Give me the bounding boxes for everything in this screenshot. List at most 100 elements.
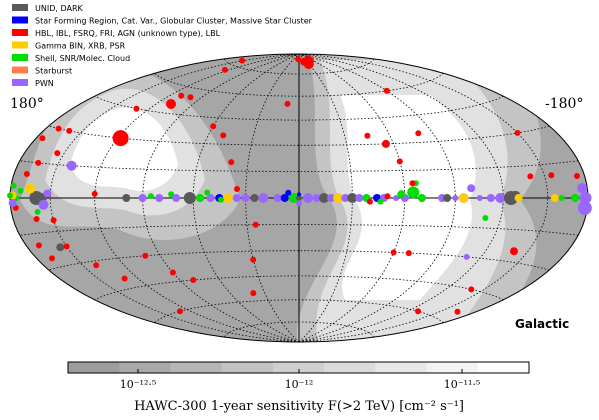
source-marker <box>452 195 459 201</box>
source-marker <box>558 195 565 201</box>
source-marker <box>121 275 128 282</box>
source-marker <box>220 132 227 139</box>
colorbar-tick-label: 10⁻¹²·⁵ <box>120 378 157 391</box>
source-marker <box>23 171 30 177</box>
source-marker <box>50 217 57 224</box>
source-marker <box>347 193 358 203</box>
source-marker <box>138 194 147 202</box>
source-marker <box>38 199 49 210</box>
source-marker <box>284 100 291 107</box>
source-marker <box>112 130 129 147</box>
colorbar-tick-label: 10⁻¹¹·⁵ <box>444 378 481 391</box>
source-marker <box>396 158 403 165</box>
source-marker <box>296 200 302 207</box>
legend-label: Star Forming Region, Cat. Var., Globular… <box>35 17 313 26</box>
legend-label: Gamma BIN, XRB, PSR <box>35 42 126 51</box>
source-marker <box>25 183 36 194</box>
source-marker <box>49 255 55 262</box>
source-marker <box>288 193 299 203</box>
source-marker <box>384 193 391 200</box>
source-marker <box>33 216 40 222</box>
source-marker <box>183 192 196 204</box>
source-marker <box>295 56 302 63</box>
source-marker <box>169 269 176 276</box>
legend-label: Shell, SNR/Molec. Cloud <box>35 54 130 63</box>
colorbar-segment <box>221 362 274 373</box>
source-marker <box>241 194 250 202</box>
legend-swatch <box>12 79 28 86</box>
source-marker <box>35 242 42 249</box>
source-marker <box>300 57 308 66</box>
source-marker <box>312 194 321 202</box>
source-marker <box>514 129 521 136</box>
source-marker <box>133 105 140 112</box>
colorbar-segment <box>68 362 120 373</box>
source-marker <box>93 262 100 269</box>
legend-swatch <box>12 41 28 49</box>
source-marker <box>393 195 400 201</box>
source-marker <box>206 194 215 202</box>
source-marker <box>196 194 205 202</box>
colorbar-segment <box>324 362 376 373</box>
source-marker <box>415 130 422 137</box>
source-marker <box>204 189 211 196</box>
graticule-parallel <box>48 250 550 271</box>
colorbar-segment <box>477 362 530 373</box>
source-marker <box>55 125 62 132</box>
source-marker <box>514 194 523 202</box>
source-marker <box>280 194 289 202</box>
source-marker <box>239 57 246 64</box>
source-marker <box>34 208 41 215</box>
colorbar-segment <box>170 362 223 373</box>
source-marker <box>409 180 416 187</box>
source-marker <box>142 252 149 259</box>
source-marker <box>319 193 329 203</box>
source-marker <box>405 250 412 257</box>
source-marker <box>476 195 483 201</box>
source-marker <box>178 92 185 99</box>
source-marker <box>66 127 73 134</box>
source-marker <box>364 132 371 139</box>
source-marker <box>232 194 241 202</box>
source-marker <box>527 173 534 180</box>
source-marker <box>56 243 65 252</box>
source-marker <box>381 139 390 148</box>
frame-label: Galactic <box>515 317 569 331</box>
lon-label-left: 180° <box>10 96 44 112</box>
lon-label-right: -180° <box>545 96 583 112</box>
legend-swatch <box>12 4 28 11</box>
source-marker <box>228 159 235 166</box>
source-marker <box>443 194 452 202</box>
source-marker <box>190 277 197 283</box>
source-marker <box>35 159 42 166</box>
source-marker <box>252 221 259 228</box>
source-marker <box>223 193 233 203</box>
source-marker <box>250 194 259 202</box>
source-marker <box>417 194 426 202</box>
source-marker <box>495 193 506 203</box>
source-marker <box>415 308 421 315</box>
source-marker <box>579 192 592 204</box>
source-marker <box>397 190 406 199</box>
source-marker <box>250 290 257 297</box>
colorbar-tick-label: 10⁻¹² <box>285 378 314 391</box>
source-marker <box>486 194 495 202</box>
source-marker <box>327 194 336 202</box>
source-marker <box>10 182 17 189</box>
source-marker <box>122 194 131 202</box>
source-marker <box>355 194 364 202</box>
source-marker <box>221 66 228 73</box>
source-marker <box>66 160 77 171</box>
source-marker <box>468 286 475 293</box>
legend-label: Starburst <box>35 67 72 76</box>
colorbar-segment <box>375 362 427 373</box>
source-marker <box>454 308 461 315</box>
graticule-parallel <box>19 224 579 236</box>
colorbar-label: HAWC-300 1-year sensitivity F(>2 TeV) [c… <box>134 399 464 414</box>
source-marker <box>210 123 217 130</box>
source-marker <box>218 196 224 203</box>
colorbar-segment <box>426 362 479 373</box>
legend-swatch <box>12 29 28 36</box>
source-marker <box>571 194 580 202</box>
